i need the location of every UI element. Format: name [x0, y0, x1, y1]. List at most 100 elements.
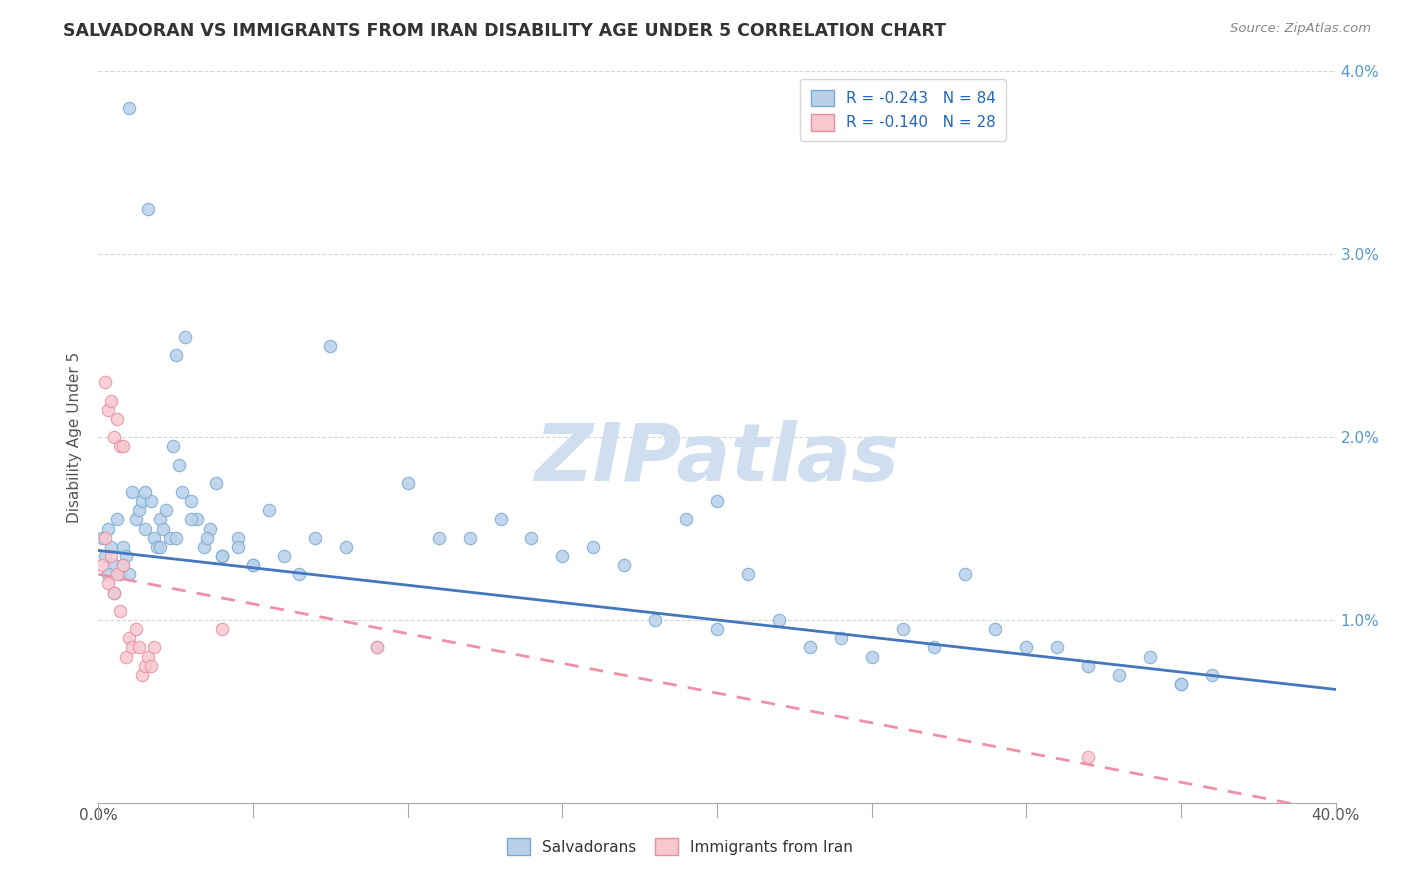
Point	[124, 512, 146, 526]
Point	[984, 622, 1007, 636]
Point	[165, 348, 187, 362]
Point	[93, 549, 115, 563]
Point	[128, 640, 150, 655]
Point	[180, 512, 202, 526]
Point	[115, 549, 138, 563]
Point	[118, 567, 141, 582]
Point	[103, 430, 125, 444]
Point	[155, 503, 177, 517]
Point	[193, 540, 215, 554]
Point	[180, 494, 202, 508]
Point	[1046, 640, 1069, 655]
Point	[1077, 658, 1099, 673]
Point	[131, 667, 153, 681]
Point	[582, 540, 605, 554]
Point	[146, 540, 169, 554]
Point	[121, 640, 143, 655]
Point	[134, 485, 156, 500]
Point	[489, 512, 512, 526]
Point	[211, 622, 233, 636]
Point	[139, 658, 162, 673]
Point	[366, 640, 388, 655]
Point	[706, 494, 728, 508]
Point	[90, 531, 112, 545]
Point	[1170, 677, 1192, 691]
Point	[1077, 750, 1099, 764]
Y-axis label: Disability Age Under 5: Disability Age Under 5	[67, 351, 83, 523]
Point	[613, 558, 636, 573]
Point	[1015, 640, 1038, 655]
Point	[396, 475, 419, 490]
Point	[103, 585, 125, 599]
Point	[124, 622, 146, 636]
Point	[737, 567, 759, 582]
Point	[1170, 677, 1192, 691]
Point	[706, 622, 728, 636]
Point	[112, 558, 135, 573]
Point	[799, 640, 821, 655]
Point	[186, 512, 208, 526]
Point	[211, 549, 233, 563]
Point	[118, 632, 141, 646]
Point	[103, 558, 125, 573]
Point	[953, 567, 976, 582]
Point	[520, 531, 543, 545]
Text: Source: ZipAtlas.com: Source: ZipAtlas.com	[1230, 22, 1371, 36]
Text: SALVADORAN VS IMMIGRANTS FROM IRAN DISABILITY AGE UNDER 5 CORRELATION CHART: SALVADORAN VS IMMIGRANTS FROM IRAN DISAB…	[63, 22, 946, 40]
Point	[100, 540, 122, 554]
Point	[198, 521, 221, 535]
Point	[118, 101, 141, 115]
Point	[644, 613, 666, 627]
Point	[891, 622, 914, 636]
Point	[100, 393, 122, 408]
Point	[458, 531, 481, 545]
Point	[108, 439, 131, 453]
Point	[768, 613, 790, 627]
Point	[195, 531, 218, 545]
Point	[105, 567, 128, 582]
Legend: Salvadorans, Immigrants from Iran: Salvadorans, Immigrants from Iran	[501, 832, 859, 861]
Point	[1139, 649, 1161, 664]
Point	[105, 512, 128, 526]
Point	[162, 439, 184, 453]
Point	[115, 649, 138, 664]
Point	[131, 494, 153, 508]
Point	[427, 531, 450, 545]
Point	[174, 329, 197, 343]
Point	[121, 485, 143, 500]
Point	[112, 439, 135, 453]
Point	[134, 658, 156, 673]
Point	[551, 549, 574, 563]
Point	[366, 640, 388, 655]
Point	[139, 494, 162, 508]
Point	[112, 540, 135, 554]
Point	[136, 202, 159, 216]
Point	[128, 503, 150, 517]
Point	[257, 503, 280, 517]
Point	[97, 576, 120, 591]
Point	[97, 521, 120, 535]
Point	[860, 649, 883, 664]
Point	[335, 540, 357, 554]
Point	[170, 485, 193, 500]
Point	[159, 531, 181, 545]
Point	[149, 540, 172, 554]
Point	[167, 458, 190, 472]
Point	[922, 640, 945, 655]
Point	[319, 338, 342, 352]
Point	[226, 540, 249, 554]
Point	[97, 567, 120, 582]
Text: ZIPatlas: ZIPatlas	[534, 420, 900, 498]
Point	[134, 521, 156, 535]
Point	[143, 531, 166, 545]
Point	[152, 521, 174, 535]
Point	[1201, 667, 1223, 681]
Point	[143, 640, 166, 655]
Point	[1108, 667, 1130, 681]
Point	[90, 558, 112, 573]
Point	[105, 412, 128, 426]
Point	[149, 512, 172, 526]
Point	[136, 649, 159, 664]
Point	[93, 531, 115, 545]
Point	[288, 567, 311, 582]
